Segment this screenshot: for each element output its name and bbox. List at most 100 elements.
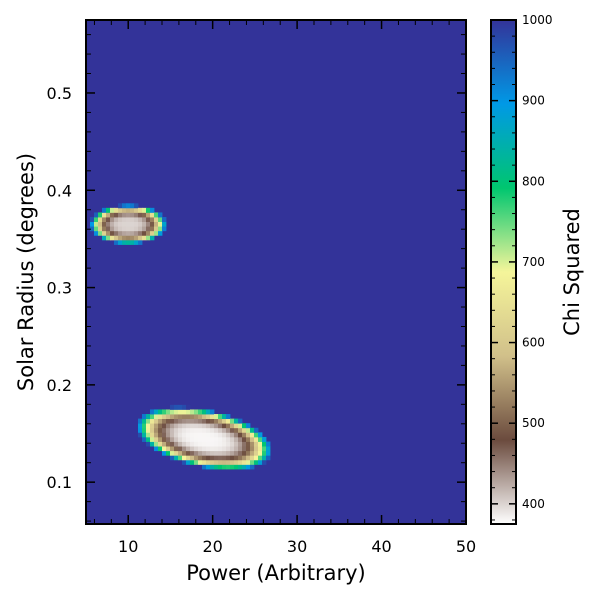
heatmap-cell [202,414,207,420]
heatmap-cell [122,235,127,241]
heatmap-cell [106,207,111,213]
heatmap-cell [154,217,159,222]
heatmap-cell [206,418,211,424]
heatmap-cell [178,418,183,424]
heatmap-cell [246,423,251,429]
heatmap-cell [190,450,195,456]
heatmap-cell [234,423,239,429]
heatmap-cell [122,212,127,218]
heatmap-cell [210,409,215,415]
heatmap-cell [214,423,219,429]
heatmap-cell [126,217,131,222]
heatmap-cell [134,221,139,227]
heatmap-cell [170,436,175,442]
heatmap-cell [242,441,247,447]
heatmap-cell [182,459,187,465]
heatmap-cell [210,414,215,420]
heatmap-cell [174,450,179,456]
heatmap-cell [218,418,223,424]
heatmap-cell [238,418,243,424]
heatmap-cell [118,235,123,241]
heatmap-cell [170,441,175,447]
heatmap-cell [254,441,259,447]
heatmap-cell [262,436,267,442]
heatmap-cell [158,446,163,452]
heatmap-cell [146,217,151,222]
heatmap-cell [198,464,203,470]
heatmap-cell [250,436,255,442]
heatmap-cell [138,418,143,424]
heatmap-cell [206,427,211,433]
heatmap-cell [214,450,219,456]
heatmap-cell [162,450,167,456]
heatmap-cell [230,446,235,452]
heatmap-cell [174,423,179,429]
heatmap-cell [166,409,171,415]
heatmap-cell [134,226,139,232]
heatmap-cell [242,455,247,461]
heatmap-cell [98,226,103,232]
heatmap-cell [150,207,155,213]
heatmap-cell [266,441,271,447]
heatmap-cell [238,432,243,438]
heatmap-cell [130,203,135,209]
heatmap-cell [238,423,243,429]
heatmap-cell [134,235,139,241]
heatmap-cell [178,450,183,456]
heatmap-cell [126,203,131,209]
heatmap-cell [234,459,239,465]
heatmap-cell [174,436,179,442]
heatmap-cell [102,212,107,218]
heatmap-cell [174,427,179,433]
heatmap-cell [174,409,179,415]
heatmap-cell [250,455,255,461]
heatmap-cell [118,212,123,218]
heatmap-cell [114,226,119,232]
heatmap-cell [174,446,179,452]
heatmap-cell [130,207,135,213]
heatmap-cell [214,414,219,420]
heatmap-cell [170,446,175,452]
heatmap-cell [246,459,251,465]
heatmap-cell [194,432,199,438]
heatmap-cell [206,450,211,456]
heatmap-cell [226,432,231,438]
heatmap-cell [258,446,263,452]
heatmap-cell [186,427,191,433]
heatmap-cell [194,414,199,420]
colorbar [491,20,516,524]
heatmap-cell [182,409,187,415]
heatmap-cell [186,423,191,429]
heatmap-cell [118,203,123,209]
heatmap-cell [210,418,215,424]
heatmap-cell [122,221,127,227]
heatmap-cell [142,212,147,218]
heatmap-cell [198,436,203,442]
heatmap-cell [150,221,155,227]
x-tick-label: 40 [371,537,391,556]
heatmap-cell [190,455,195,461]
heatmap-cell [134,230,139,236]
heatmap-cell [206,455,211,461]
heatmap-cell [210,455,215,461]
heatmap-cell [234,464,239,470]
heatmap-cell [194,446,199,452]
heatmap-cell [182,446,187,452]
heatmap-cell [142,217,147,222]
heatmap-cell [186,414,191,420]
heatmap-cell [198,455,203,461]
heatmap-cell [238,464,243,470]
heatmap-cell [154,423,159,429]
plot-frame [85,19,467,525]
heatmap-cell [146,436,151,442]
heatmap-cell [178,414,183,420]
heatmap-cell [166,418,171,424]
heatmap-cell [202,436,207,442]
heatmap-cell [234,446,239,452]
heatmap-cell [182,423,187,429]
heatmap-cell [254,455,259,461]
heatmap-cell [126,221,131,227]
heatmap-cell [206,409,211,415]
heatmap-cell [118,217,123,222]
